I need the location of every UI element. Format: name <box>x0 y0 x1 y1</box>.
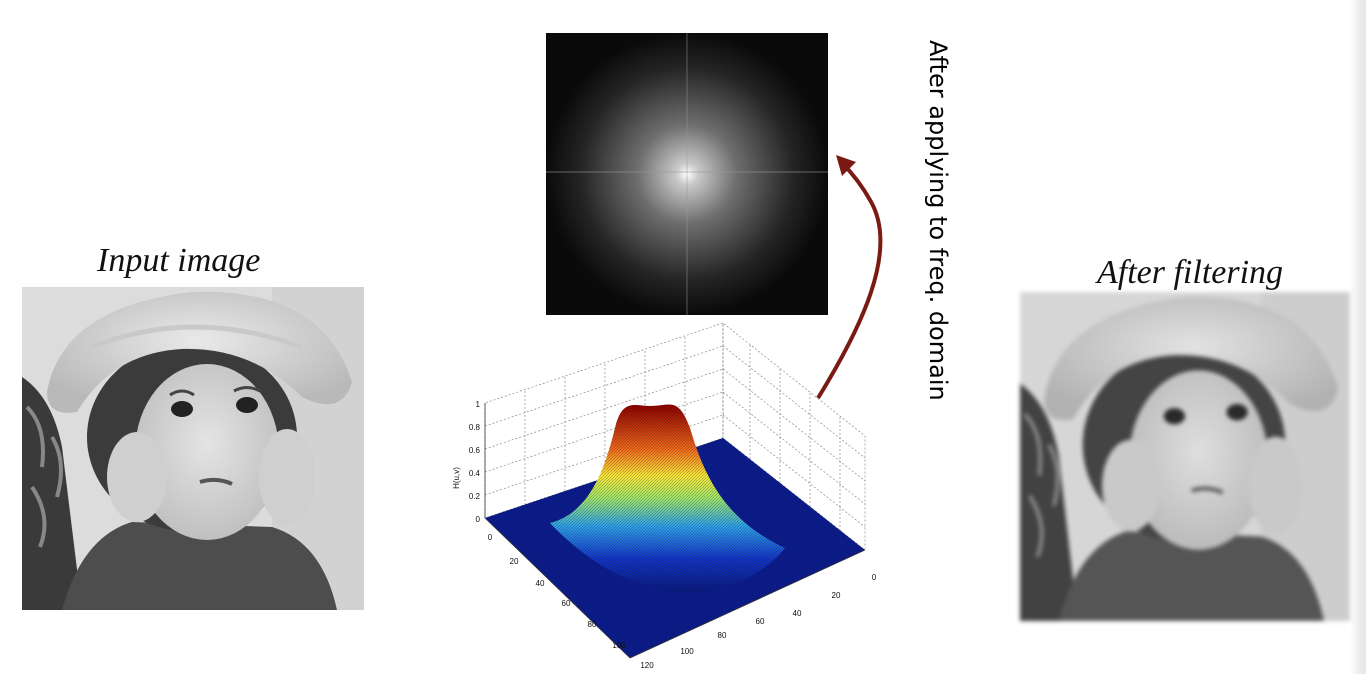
slide-edge <box>1350 0 1366 674</box>
arrow-label: After applying to freq. domain <box>924 40 952 401</box>
z-tick: 0.4 <box>469 469 481 478</box>
right-axis-tick: 0 <box>872 573 877 582</box>
output-photo <box>1020 292 1350 621</box>
after-filtering-caption: After filtering <box>1097 254 1284 291</box>
right-axis-tick: 60 <box>756 617 765 626</box>
left-axis-tick: 0 <box>488 533 493 542</box>
gaussian-filter-surface-plot: 0 0.2 0.4 0.6 0.8 1 H(u,v) 0 20 40 60 80… <box>440 318 890 674</box>
left-axis-tick: 80 <box>588 620 597 629</box>
right-axis-tick: 20 <box>832 591 841 600</box>
right-axis-tick: 80 <box>718 631 727 640</box>
z-tick: 1 <box>476 400 481 409</box>
input-photo <box>22 287 364 610</box>
z-tick: 0.8 <box>469 423 481 432</box>
right-axis-tick: 100 <box>680 647 694 656</box>
left-axis-tick: 100 <box>612 641 626 650</box>
left-axis-tick: 40 <box>536 579 545 588</box>
z-tick: 0.2 <box>469 492 481 501</box>
input-image-caption: Input image <box>97 242 261 279</box>
z-tick: 0.6 <box>469 446 481 455</box>
frequency-spectrum-image <box>546 33 828 315</box>
left-axis-tick: 20 <box>510 557 519 566</box>
right-axis-tick: 40 <box>793 609 802 618</box>
z-tick: 0 <box>476 515 481 524</box>
left-axis-tick: 60 <box>562 599 571 608</box>
curved-arrow-icon <box>816 155 883 400</box>
left-axis-tick: 120 <box>640 661 654 670</box>
z-axis-label: H(u,v) <box>452 467 461 489</box>
